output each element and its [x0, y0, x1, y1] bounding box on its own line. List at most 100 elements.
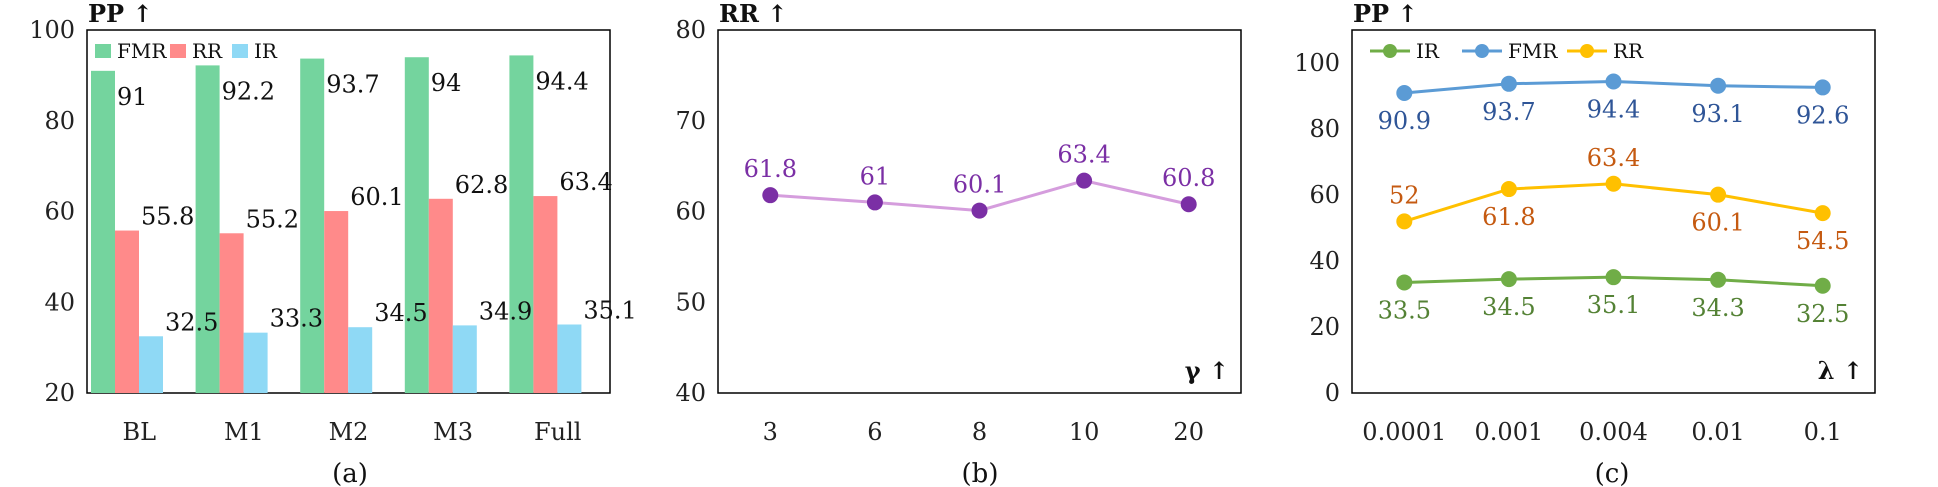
x-tick-label: M3	[433, 418, 473, 446]
data-point	[1814, 277, 1831, 294]
x-tick-label: BL	[123, 418, 157, 446]
data-label: 94	[431, 69, 462, 97]
data-point	[1180, 196, 1197, 213]
x-tick-label: 0.1	[1804, 418, 1842, 446]
data-label: 92.2	[222, 77, 275, 105]
data-label: 52	[1389, 181, 1420, 209]
data-label: 34.5	[374, 299, 427, 327]
x-tick-label: 10	[1069, 418, 1100, 446]
x-tick-label: M1	[224, 418, 264, 446]
bar-ir	[557, 324, 582, 393]
data-label: 92.6	[1796, 101, 1849, 129]
data-label: 54.5	[1796, 227, 1849, 255]
data-label: 60.1	[953, 171, 1006, 199]
x-axis-title: γ ↑	[1185, 356, 1229, 385]
legend-label: RR	[1613, 39, 1644, 63]
y-axis-title: RR ↑	[719, 0, 787, 28]
data-label: 60.1	[1691, 209, 1744, 237]
x-tick-label: 0.001	[1475, 418, 1544, 446]
y-tick-label: 40	[675, 379, 706, 407]
data-label: 91	[117, 83, 148, 111]
bar-fmr	[91, 70, 115, 394]
data-point	[1814, 205, 1831, 222]
data-point	[1710, 186, 1727, 203]
y-tick-label: 80	[1309, 115, 1340, 143]
bar-rr	[324, 211, 349, 393]
x-tick-label: 6	[867, 418, 882, 446]
y-tick-label: 40	[1309, 247, 1340, 275]
data-label: 32.5	[165, 308, 218, 336]
x-tick-label: Full	[534, 418, 581, 446]
data-point	[866, 194, 883, 211]
data-label: 55.8	[141, 203, 194, 231]
y-tick-label: 70	[675, 107, 706, 135]
x-tick-label: 8	[972, 418, 987, 446]
data-point	[971, 202, 988, 219]
y-tick-label: 100	[29, 16, 75, 44]
x-tick-label: 0.004	[1579, 418, 1648, 446]
data-label: 63.4	[1057, 141, 1110, 169]
x-tick-label: 20	[1173, 418, 1204, 446]
bar-rr	[219, 233, 244, 393]
bar-rr	[428, 198, 453, 393]
legend-label: FMR	[117, 39, 167, 63]
bar-fmr	[195, 65, 220, 393]
data-label: 60.1	[350, 183, 403, 211]
bar-ir	[348, 327, 373, 393]
bar-fmr	[404, 57, 429, 393]
panel-caption: (b)	[962, 459, 999, 487]
plot-frame	[1351, 29, 1876, 394]
x-axis-title: λ ↑	[1818, 356, 1863, 385]
data-point	[1605, 269, 1622, 286]
data-point	[1605, 175, 1622, 192]
bar-fmr	[509, 55, 534, 393]
data-point	[1500, 75, 1517, 92]
plot-frame	[717, 29, 1242, 394]
y-tick-label: 60	[1309, 181, 1340, 209]
y-tick-label: 80	[44, 107, 75, 135]
data-label: 62.8	[455, 171, 508, 199]
legend-swatch-ir	[232, 44, 248, 58]
data-point	[1605, 73, 1622, 90]
data-label: 32.5	[1796, 300, 1849, 328]
data-point	[1396, 274, 1413, 291]
legend-label: IR	[1416, 39, 1440, 63]
bar-ir	[139, 336, 163, 393]
x-tick-label: 3	[763, 418, 778, 446]
x-tick-label: 0.01	[1691, 418, 1744, 446]
data-label: 94.4	[1587, 95, 1640, 123]
legend-marker-rr	[1580, 44, 1594, 58]
data-point	[1500, 181, 1517, 198]
x-tick-label: M2	[329, 418, 369, 446]
y-tick-label: 100	[1294, 49, 1340, 77]
data-label: 35.1	[1587, 291, 1640, 319]
data-label: 33.3	[270, 305, 323, 333]
bar-ir	[243, 332, 268, 393]
data-label: 61.8	[744, 155, 797, 183]
data-label: 35.1	[583, 296, 636, 324]
data-label: 61.8	[1482, 203, 1535, 231]
data-label: 55.2	[246, 205, 299, 233]
bar-ir	[452, 325, 477, 393]
legend-swatch-rr	[170, 44, 186, 58]
legend-label: RR	[192, 39, 223, 63]
y-tick-label: 50	[675, 288, 706, 316]
data-label: 93.1	[1691, 100, 1744, 128]
data-label: 63.4	[1587, 144, 1640, 172]
data-label: 63.4	[559, 168, 612, 196]
panel-caption: (c)	[1595, 459, 1630, 487]
y-tick-label: 60	[675, 198, 706, 226]
bar-fmr	[300, 58, 325, 394]
data-point	[1076, 172, 1093, 189]
data-point	[762, 187, 779, 204]
data-point	[1396, 85, 1413, 102]
data-point	[1396, 213, 1413, 230]
data-point	[1710, 77, 1727, 94]
data-point	[1814, 79, 1831, 96]
data-label: 93.7	[326, 71, 379, 99]
y-tick-label: 20	[1309, 313, 1340, 341]
data-label: 61	[860, 162, 891, 190]
y-tick-label: 0	[1325, 379, 1340, 407]
y-tick-label: 80	[675, 16, 706, 44]
